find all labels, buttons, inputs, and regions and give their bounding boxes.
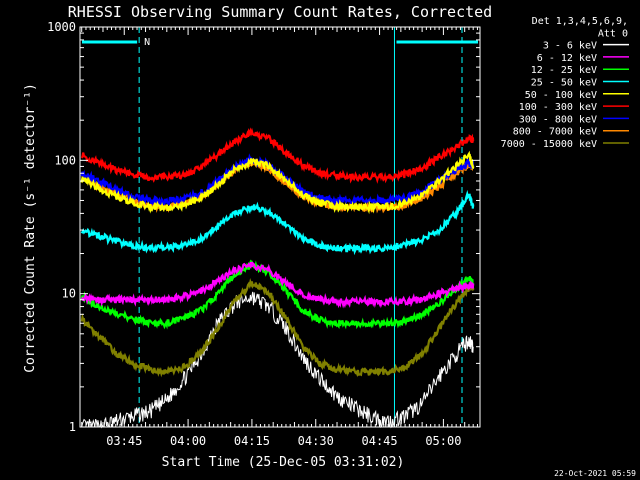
x-tick-label: 03:45 (106, 434, 142, 448)
legend-entry-label: 25 - 50 keV (531, 78, 597, 89)
y-tick-label: 1 (69, 420, 76, 434)
legend-header: Att 0 (598, 28, 628, 39)
legend-entry-label: 7000 - 15000 keV (501, 139, 597, 150)
x-tick-label: 04:45 (362, 434, 398, 448)
legend-entry-label: 300 - 800 keV (519, 114, 597, 125)
plot-frame (79, 26, 481, 428)
series-50-100-kev-line (80, 150, 475, 215)
axes: 1 10 100 1000 03:45 04:00 04:15 04:30 04:45 05:00 (47, 20, 481, 448)
legend-entry-label: 100 - 300 keV (519, 102, 597, 113)
y-tick-label: 1000 (47, 20, 76, 34)
x-tick-label: 04:15 (234, 434, 270, 448)
legend-entry-label: 800 - 7000 keV (513, 127, 597, 138)
x-axis-label: Start Time (25-Dec-05 03:31:02) (162, 455, 405, 470)
legend-entry-label: 3 - 6 keV (543, 41, 597, 52)
legend-entry-label: 50 - 100 keV (525, 90, 597, 101)
x-tick-label: 05:00 (425, 434, 461, 448)
series-3-6-kev-line (81, 291, 474, 429)
y-tick-label: 100 (54, 153, 76, 167)
saa-flag-label: N (144, 37, 150, 48)
y-tick-label: 10 (62, 287, 76, 301)
series-100-300-kev-line (80, 127, 475, 184)
legend-header: Det 1,3,4,5,6,9, (532, 16, 628, 27)
x-tick-label: 04:30 (298, 434, 334, 448)
series-6-12-kev-line (80, 261, 475, 309)
series-25-50-kev-line (80, 189, 475, 256)
series-group (80, 127, 475, 429)
series-7000-15000-kev-line (80, 277, 475, 378)
footer-date: 22-Oct-2021 05:59 (554, 469, 636, 478)
legend-entry-label: 6 - 12 keV (537, 53, 597, 64)
x-tick-label: 04:00 (170, 434, 206, 448)
chart-title: RHESSI Observing Summary Count Rates, Co… (68, 3, 492, 21)
legend-entry-label: 12 - 25 keV (531, 65, 597, 76)
y-axis-label: Corrected Count Rate (s⁻¹ detector⁻¹) (23, 83, 38, 373)
series-12-25-kev-line (80, 259, 475, 330)
